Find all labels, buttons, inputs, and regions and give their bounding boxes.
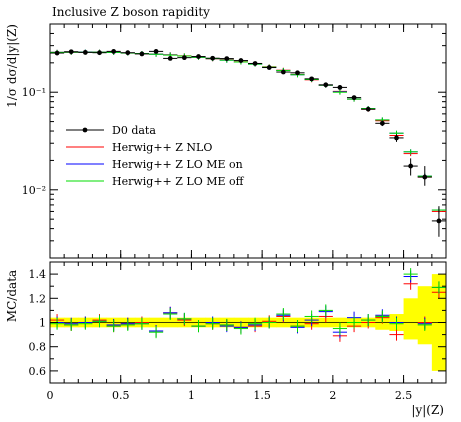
data-point	[210, 55, 216, 61]
uncertainty-band-segment	[403, 298, 419, 340]
x-tick-label: 1	[188, 389, 195, 402]
legend-entry-label: Herwig++ Z LO ME on	[112, 158, 243, 171]
x-axis-label: |y|(Z)	[411, 403, 444, 417]
ratio-y-tick-label: 0.8	[29, 341, 47, 354]
data-point	[365, 106, 371, 112]
data-point	[224, 56, 230, 62]
x-tick-label: 0	[47, 389, 54, 402]
data-point	[238, 58, 244, 63]
legend-entry-label: Herwig++ Z LO ME off	[112, 175, 245, 188]
uncertainty-band-segment	[417, 286, 433, 345]
data-point	[97, 50, 102, 56]
data-point	[181, 55, 187, 61]
main-plot-panel: 10⁻¹ 10⁻²	[22, 23, 447, 259]
data-point	[408, 163, 414, 169]
data-point	[153, 48, 159, 54]
legend-swatch-marker	[82, 127, 88, 133]
data-point	[139, 51, 145, 57]
legend-entry-label: Herwig++ Z NLO	[112, 141, 212, 154]
data-point	[394, 135, 399, 141]
main-y-axis-label: 1/σ dσ/d|y|(Z)	[5, 24, 19, 108]
data-point	[111, 48, 117, 54]
data-point	[323, 82, 329, 88]
data-point	[337, 85, 343, 90]
data-point	[54, 50, 60, 56]
data-point	[295, 70, 300, 76]
main-y-tick-label: 10⁻¹	[22, 86, 46, 99]
data-point	[125, 50, 131, 56]
data-point	[196, 54, 201, 59]
x-tick-label: 0.5	[112, 389, 130, 402]
ratio-y-axis-label: MC/data	[5, 270, 19, 322]
x-tick-label: 1.5	[253, 389, 271, 402]
ratio-y-tick-label: 1.4	[29, 268, 47, 281]
legend: D0 data Herwig++ Z NLO Herwig++ Z LO ME on…	[66, 124, 245, 188]
data-point	[252, 61, 258, 66]
ratio-plot-panel: 0.6 0.8 1 1.2 1.4 0 0.5 1 1.5 2 2.5	[29, 261, 447, 402]
data-point	[280, 69, 286, 75]
chart-title: Inclusive Z boson rapidity	[52, 5, 210, 19]
data-point	[436, 218, 442, 224]
ratio-y-tick-label: 1	[39, 317, 46, 330]
data-point	[379, 120, 385, 126]
data-point	[351, 95, 357, 101]
x-tick-label: 2	[329, 389, 336, 402]
data-point	[82, 49, 88, 55]
main-plot-frame	[49, 23, 447, 259]
legend-entry-label: D0 data	[112, 124, 156, 137]
data-point	[68, 49, 74, 55]
data-point	[422, 174, 428, 180]
ratio-y-tick-label: 1.2	[29, 292, 47, 305]
main-y-tick-label: 10⁻²	[22, 184, 46, 197]
ratio-y-tick-label: 0.6	[29, 365, 47, 378]
data-point	[266, 65, 272, 70]
data-point	[167, 56, 173, 61]
data-point	[309, 76, 315, 82]
x-tick-label: 2.5	[395, 389, 413, 402]
